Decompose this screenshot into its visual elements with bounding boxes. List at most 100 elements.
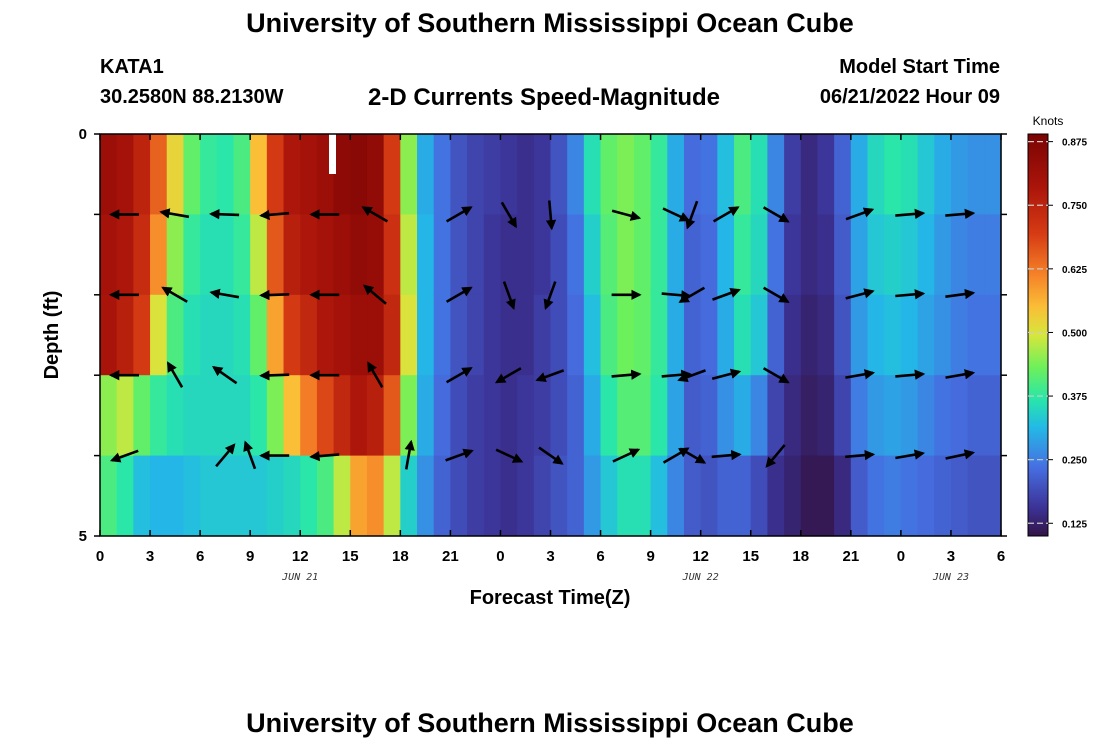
current-arrow [945,369,976,380]
current-arrow [445,286,473,303]
heatmap-cell [700,294,718,376]
current-arrow [361,206,389,223]
x-tick-label: 9 [646,548,654,565]
heatmap-cell [467,375,485,456]
heatmap-cell [900,134,919,215]
heatmap-cell [984,455,1002,537]
heatmap-cell [600,214,618,296]
heatmap-cell [867,214,885,296]
heatmap-cell [417,214,435,296]
heatmap-cell [800,375,819,456]
heatmap-cell [550,214,568,296]
current-arrow [678,286,706,303]
heatmap-cell [617,375,635,456]
colorbar-tick-label: 0.250 [1062,456,1087,467]
heatmap-cell [250,375,268,456]
heatmap-cell [917,455,935,537]
heatmap-cell [517,214,535,296]
heatmap-cell [734,294,752,376]
heatmap-cell [233,455,251,537]
heatmap-cell [800,214,819,296]
heatmap-cell [517,294,535,376]
heatmap-cell [417,455,435,537]
heatmap-cell [517,134,535,215]
heatmap-cell [650,375,668,456]
heatmap-cell [900,375,919,456]
heatmap-cell [567,134,585,215]
station-coords: 30.2580N 88.2130W [100,86,284,108]
current-arrow [215,443,236,468]
heatmap-cell [467,294,485,376]
heatmap-cell [717,214,735,296]
heatmap-cell [400,214,418,296]
heatmap-cell [583,134,602,215]
date-label: JUN 23 [932,572,969,583]
heatmap-cell [450,294,468,376]
heatmap-cell [366,294,385,376]
heatmap-cell [133,375,151,456]
heatmap-cell [967,134,985,215]
heatmap-cell [166,455,185,537]
heatmap-cell [500,214,518,296]
heatmap-cell [834,134,852,215]
x-tick-label: 3 [146,548,154,565]
heatmap-cell [133,294,151,376]
heatmap-cell [867,455,885,537]
heatmap-cell [150,134,168,215]
heatmap-cell [283,455,301,537]
heatmap-cell [950,294,969,376]
heatmap-cell [400,134,418,215]
y-axis-ticks: 05 [79,126,1007,545]
current-arrow [243,440,257,470]
heatmap-cell [300,214,318,296]
current-arrow [762,286,790,303]
x-tick-label: 15 [742,548,759,565]
current-speed-heatmap: 0 3 6 9 12 15 18 21 0 3 6 9 12 15 18 21 0 3 6 05 JUN 21 JUN… [41,114,1087,609]
heatmap-cell [383,294,401,376]
heatmap-cell [483,134,502,215]
heatmap-cell [533,134,552,215]
heatmap-cell [133,455,151,537]
heatmap-cell [900,294,919,376]
current-arrow [500,201,517,229]
heatmap-cell [700,375,718,456]
heatmap-cell [166,294,185,376]
heatmap-cell [784,214,802,296]
heatmap-cell [734,134,752,215]
heatmap-cell [667,455,685,537]
heatmap-cell [750,455,769,537]
current-arrow [209,288,240,299]
current-arrow [677,369,706,383]
heatmap-cell [800,294,819,376]
heatmap-cell [233,375,251,456]
heatmap-cell [450,375,468,456]
heatmap-cell [233,214,251,296]
heatmap-cell [667,294,685,376]
current-arrow [538,446,564,465]
heatmap-cell [784,455,802,537]
heatmap-cell [467,214,485,296]
current-arrow [367,361,384,388]
heatmap-cell [533,455,552,537]
heatmap-cell [784,375,802,456]
current-arrow [662,207,691,222]
x-tick-label: 6 [997,548,1005,565]
heatmap-cell [500,375,518,456]
heatmap-cell [683,134,702,215]
heatmap-cell [650,455,668,537]
current-arrow [711,449,742,461]
heatmap-cell [116,455,134,537]
heatmap-cell [800,134,819,215]
heatmap-cell [483,375,502,456]
heatmap-cell [366,134,385,215]
heatmap-cell [266,455,285,537]
current-arrow [845,288,875,300]
heatmap-cell [767,134,785,215]
current-arrow [502,281,516,310]
heatmap-cell [767,294,785,376]
heatmap-cell [400,294,418,376]
current-arrow [711,368,742,381]
heatmap-cell [767,455,785,537]
heatmap-cell [850,294,869,376]
current-arrow [762,367,790,384]
